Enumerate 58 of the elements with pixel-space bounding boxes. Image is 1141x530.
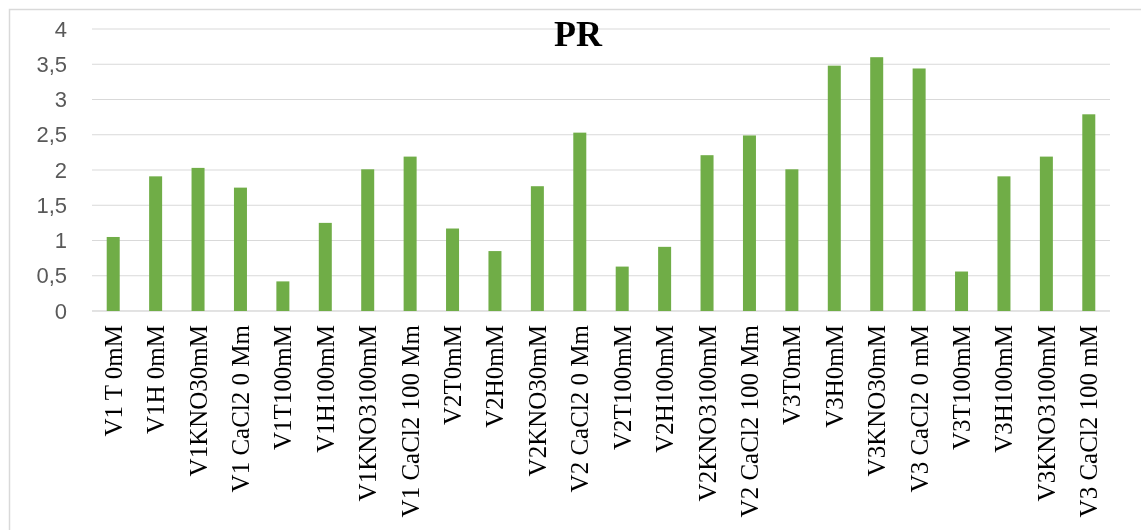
x-tick-label: V2KNO30mM — [523, 325, 551, 477]
x-tick-label: V2H0mM — [481, 325, 509, 428]
bar — [149, 176, 163, 311]
bar — [870, 57, 884, 311]
x-tick-label: V1 CaCl2 0 Mm — [226, 324, 254, 493]
bar — [997, 176, 1011, 311]
x-tick-label: V2 CaCl2 100 Mm — [735, 324, 763, 518]
x-tick-label: V1 CaCl2 100 Mm — [396, 324, 424, 518]
bar — [446, 228, 460, 311]
x-tick-label: V1T100mM — [269, 325, 297, 450]
bar — [403, 156, 417, 311]
x-tick-label: V3KNO30mM — [863, 325, 891, 477]
x-tick-label: V2T100mM — [608, 325, 636, 450]
x-tick-label: V3 CaCl2 100 mM — [1075, 325, 1103, 518]
bar — [318, 222, 332, 311]
bar — [912, 68, 926, 311]
bar — [530, 186, 544, 311]
x-tick-label: V1 T 0mM — [99, 325, 127, 437]
y-tick-label: 0,5 — [36, 263, 67, 289]
bar — [1082, 114, 1096, 311]
bar — [700, 155, 714, 311]
y-tick-label: 0 — [54, 298, 67, 324]
bar — [191, 167, 205, 311]
x-tick-label: V3 CaCl2 0 mM — [905, 325, 933, 493]
bar — [573, 132, 587, 311]
x-tick-label: V3H100mM — [990, 325, 1018, 453]
bar — [106, 236, 120, 311]
x-tick-label: V2H100mM — [651, 325, 679, 453]
y-tick-label: 1 — [54, 228, 67, 253]
bar — [615, 266, 629, 311]
bar — [1039, 156, 1053, 311]
bar — [785, 169, 799, 311]
bar — [361, 169, 375, 311]
x-tick-label: V3KNO3100mM — [1032, 325, 1060, 502]
x-tick-label: V3T100mM — [948, 325, 976, 450]
bar — [488, 251, 502, 311]
x-tick-label: V1KNO30mM — [184, 325, 212, 477]
x-tick-label: V2KNO3100mM — [693, 325, 721, 502]
x-tick-label: V2 CaCl2 0 Mm — [566, 324, 594, 493]
y-tick-label: 2,5 — [36, 122, 67, 148]
x-tick-label: V3T0mM — [778, 325, 806, 425]
y-tick-label: 3,5 — [36, 51, 67, 77]
x-tick-label: V1H 0mM — [142, 325, 170, 435]
x-tick-label: V1H100mM — [311, 325, 339, 453]
bar — [658, 246, 672, 311]
bar — [955, 271, 969, 311]
bar — [233, 187, 247, 311]
chart-title: PR — [554, 14, 603, 54]
bar — [827, 65, 841, 311]
x-tick-label: V3H0mM — [820, 325, 848, 428]
bar — [742, 135, 756, 311]
bar — [276, 281, 290, 311]
y-tick-label: 3 — [54, 87, 67, 112]
x-tick-label: V2T0mM — [439, 325, 467, 425]
y-tick-label: 1,5 — [36, 192, 67, 218]
y-tick-label: 2 — [54, 157, 67, 183]
x-tick-label: V1KNO3100mM — [354, 325, 382, 502]
y-tick-label: 4 — [54, 16, 67, 42]
